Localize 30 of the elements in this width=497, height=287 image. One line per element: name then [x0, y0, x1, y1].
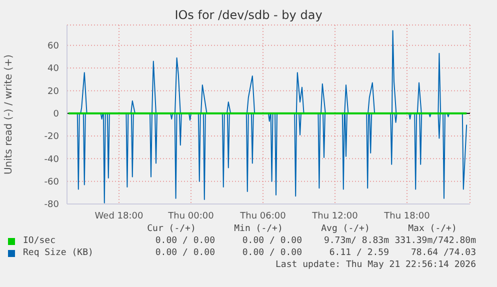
x-tick-label: Wed 18:00 [94, 211, 144, 222]
x-tick-label: Thu 12:00 [311, 211, 358, 222]
legend-label: Req Size (KB) [23, 247, 94, 259]
text: 0.00 / 0.00 [154, 247, 215, 259]
text: Avg (-/+) [320, 223, 371, 235]
text: Min (-/+) [233, 223, 284, 235]
y-tick-label: 40 [48, 64, 60, 74]
text: 0.00 / 0.00 [154, 235, 215, 247]
text: 0.00 / 0.00 [241, 235, 302, 247]
x-tick-label: Thu 18:00 [383, 211, 430, 222]
text: 6.11 / 2.59 [328, 247, 389, 259]
y-tick-label: -40 [44, 154, 60, 165]
y-tick-label: -80 [44, 200, 60, 210]
y-tick-label: 20 [48, 86, 60, 97]
text: Cur (-/+) [146, 223, 197, 235]
y-tick-label: -60 [44, 178, 60, 188]
text: Last update: Thu May 21 22:56:14 2026 [274, 259, 476, 271]
chart-title: IOs for /dev/sdb - by day [174, 8, 324, 22]
text: 9.73m/ 8.83m [322, 235, 389, 247]
y-tick-label: -20 [44, 132, 60, 142]
text: 0.00 / 0.00 [241, 247, 302, 259]
text: 331.39m/742.80m [394, 235, 476, 247]
legend-label: IO/sec [23, 235, 56, 247]
y-tick-label: 60 [48, 42, 60, 52]
y-tick-label: 0 [53, 110, 60, 120]
y-axis-title: Units read (-) / write (+) [4, 54, 15, 175]
x-tick-label: Thu 06:00 [239, 211, 286, 222]
text: 78.64 /74.03 [410, 247, 476, 259]
x-tick-label: Thu 00:00 [167, 211, 214, 222]
text: Max (-/+) [407, 223, 458, 235]
